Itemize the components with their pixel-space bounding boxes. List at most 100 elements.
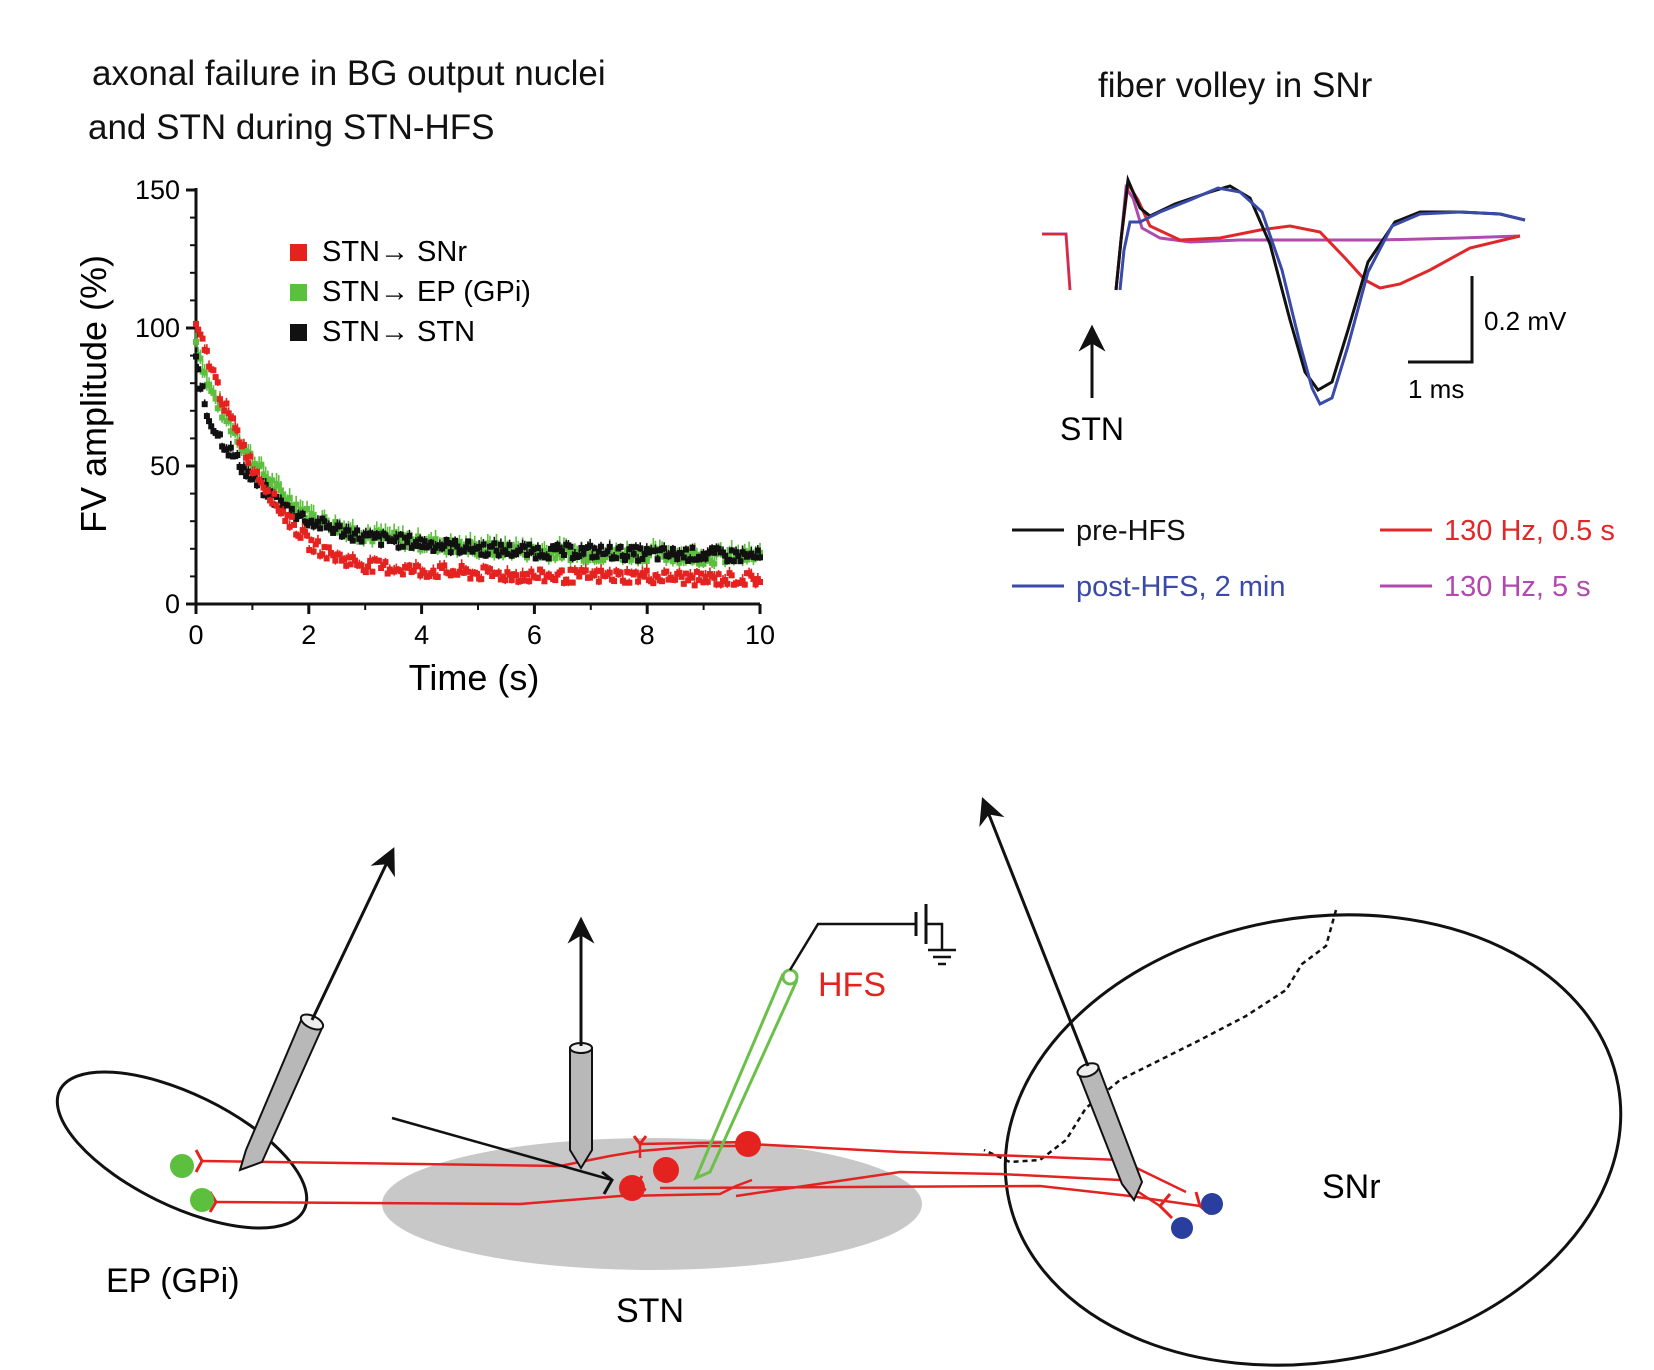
data-point: [301, 528, 308, 535]
data-point: [397, 568, 404, 575]
data-point: [678, 573, 685, 580]
data-point: [574, 569, 581, 576]
data-point: [214, 405, 221, 412]
x-axis-label: Time (s): [409, 657, 540, 698]
data-point: [578, 545, 585, 552]
data-point: [667, 551, 674, 558]
data-point: [234, 452, 241, 459]
data-point: [619, 552, 626, 559]
data-point: [484, 551, 491, 558]
data-point: [201, 401, 208, 408]
x-tick-label: 6: [527, 620, 542, 650]
data-point: [652, 547, 659, 554]
data-point: [632, 569, 639, 576]
data-point: [286, 495, 293, 502]
data-point: [680, 554, 687, 561]
data-point: [378, 541, 385, 548]
data-point: [408, 536, 415, 543]
data-point: [193, 320, 199, 327]
data-point: [663, 556, 670, 563]
data-point: [463, 544, 470, 551]
legend-label: STN→ EP (GPi): [322, 276, 531, 308]
data-point: [486, 566, 493, 573]
snr-nucleus: [1003, 913, 1623, 1367]
data-point: [384, 570, 391, 577]
data-point: [402, 534, 409, 541]
scale-bar-voltage-label: 0.2 mV: [1484, 306, 1567, 336]
data-point: [341, 556, 348, 563]
data-point: [598, 567, 605, 574]
data-point: [719, 549, 726, 556]
y-tick-label: 150: [135, 175, 180, 205]
data-point: [308, 537, 315, 544]
data-point: [635, 557, 642, 564]
data-point: [195, 366, 202, 373]
data-point: [550, 543, 557, 550]
data-point: [674, 555, 681, 562]
recording-schematic: HFS EP (GPi) STN SNr: [55, 796, 1623, 1367]
data-point: [552, 577, 559, 584]
data-point: [280, 508, 287, 515]
y-tick-label: 100: [135, 313, 180, 343]
data-point: [565, 549, 572, 556]
data-point: [454, 571, 461, 578]
data-point: [288, 513, 295, 520]
data-point: [349, 537, 356, 544]
data-point: [260, 492, 267, 499]
data-point: [654, 556, 661, 563]
hfs-label: HFS: [818, 966, 886, 1004]
data-point: [203, 413, 210, 420]
data-point: [271, 490, 278, 497]
legend-label: STN→ STN: [322, 316, 475, 348]
data-point: [467, 575, 474, 582]
data-point: [343, 562, 350, 569]
data-point: [669, 558, 676, 565]
data-point: [460, 569, 467, 576]
data-point: [328, 525, 335, 532]
data-point: [643, 557, 650, 564]
data-point: [304, 532, 311, 539]
data-point: [709, 545, 716, 552]
data-point: [299, 510, 306, 517]
data-point: [730, 558, 737, 565]
stn-label: STN: [616, 1292, 684, 1330]
data-point: [358, 538, 365, 545]
data-point: [624, 553, 631, 560]
series-2: [193, 350, 763, 565]
data-point: [201, 369, 208, 376]
data-point: [436, 542, 443, 549]
data-point: [502, 547, 509, 554]
data-point: [654, 573, 661, 580]
data-point: [314, 538, 321, 545]
data-point: [325, 544, 332, 551]
data-point: [282, 496, 289, 503]
data-point: [260, 484, 267, 491]
data-point: [554, 541, 561, 548]
data-point: [319, 551, 326, 558]
data-point: [715, 545, 722, 552]
data-point: [247, 453, 254, 460]
data-point: [321, 544, 328, 551]
stn-cell-3: [735, 1131, 761, 1157]
data-point: [584, 557, 591, 564]
data-point: [195, 326, 202, 333]
data-point: [332, 519, 339, 526]
data-point: [580, 550, 587, 557]
data-point: [406, 532, 413, 539]
data-point: [193, 353, 199, 360]
data-point: [336, 523, 343, 530]
data-point: [216, 431, 223, 438]
data-point: [567, 543, 574, 550]
data-point: [410, 567, 417, 574]
data-point: [643, 567, 650, 574]
data-point: [521, 543, 528, 550]
data-point: [304, 505, 311, 512]
data-point: [212, 374, 219, 381]
data-point: [569, 579, 576, 586]
data-point: [504, 551, 511, 558]
data-point: [739, 577, 746, 584]
legend-swatch: [290, 244, 307, 261]
data-point: [669, 545, 676, 552]
data-point: [617, 543, 624, 550]
data-point: [293, 516, 300, 523]
